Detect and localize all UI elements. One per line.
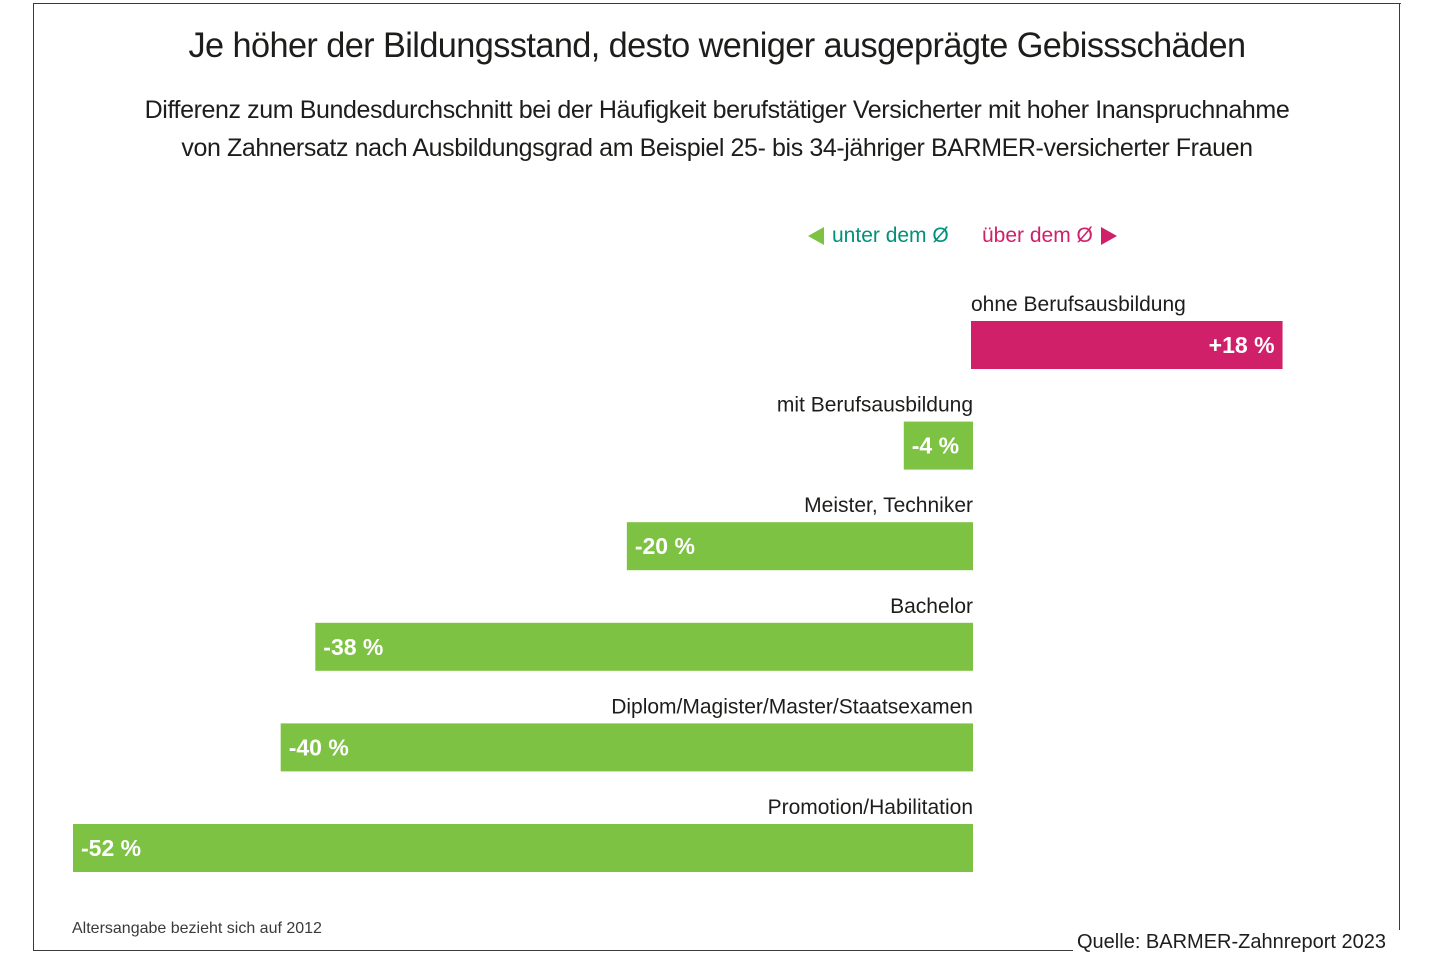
frame-border-top — [33, 3, 1401, 4]
category-label-1: mit Berufsausbildung — [777, 394, 973, 417]
frame-border-bottom — [33, 950, 1073, 951]
category-label-5: Promotion/Habilitation — [768, 796, 973, 819]
legend-item-above-average: über dem Ø — [982, 224, 1117, 248]
frame-border-left — [33, 3, 34, 950]
category-label-2: Meister, Techniker — [804, 494, 973, 517]
value-label-5: -52 % — [81, 835, 141, 861]
frame-border-right — [1399, 3, 1400, 930]
value-label-3: -38 % — [323, 634, 383, 660]
category-label-0: ohne Berufsausbildung — [971, 293, 1186, 316]
legend-label-above: über dem Ø — [982, 224, 1093, 247]
bar-0 — [971, 321, 1283, 369]
triangle-right-icon — [1100, 227, 1117, 245]
triangle-left-icon — [808, 227, 824, 245]
chart-subtitle-line-2: von Zahnersatz nach Ausbildungsgrad am B… — [181, 134, 1253, 162]
legend-item-below-average: unter dem Ø — [808, 224, 949, 248]
value-label-0: +18 % — [1209, 332, 1275, 358]
bar-4 — [280, 723, 973, 772]
legend-label-below: unter dem Ø — [832, 224, 949, 247]
bar-5 — [73, 824, 973, 872]
bar-2 — [626, 522, 973, 571]
value-label-1: -4 % — [912, 433, 959, 459]
footnote: Altersangabe bezieht sich auf 2012 — [72, 920, 322, 937]
chart-title: Je höher der Bildungsstand, desto wenige… — [188, 26, 1246, 65]
bar-3 — [315, 622, 973, 671]
chart-subtitle-line-1: Differenz zum Bundesdurchschnitt bei der… — [144, 96, 1290, 124]
category-label-3: Bachelor — [890, 595, 973, 618]
value-label-2: -20 % — [635, 533, 695, 559]
bar-1 — [903, 421, 973, 470]
value-label-4: -40 % — [289, 734, 349, 760]
source-note: Quelle: BARMER-Zahnreport 2023 — [1077, 931, 1387, 953]
category-label-4: Diplom/Magister/Master/Staatsexamen — [611, 695, 973, 718]
